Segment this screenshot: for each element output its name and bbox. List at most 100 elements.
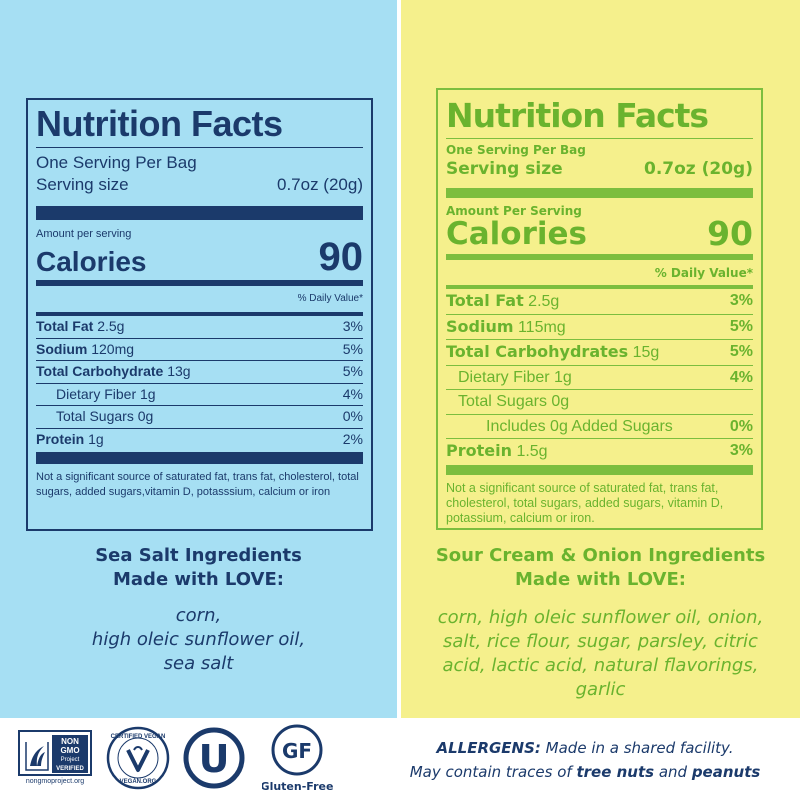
ingredients-line: salt, rice flour, sugar, parsley, citric (443, 631, 758, 652)
nutrient-row: Total Fat 2.5g 3% (446, 289, 753, 315)
nutrient-row: Protein 1g 2% (36, 429, 363, 451)
vegan-text: VEGAN.ORG (120, 779, 157, 785)
allergen-nut: peanuts (691, 763, 761, 781)
nutrient-label: Total Sugars 0g (458, 393, 570, 410)
calories-row: Calories 90 (446, 214, 753, 253)
divider-medium (446, 254, 753, 260)
divider-thick (36, 452, 363, 464)
kosher-letter: U (199, 737, 230, 781)
nutrient-amount: 115mg (517, 318, 566, 336)
nutrient-amount: 1.5g (516, 443, 548, 460)
serving-size-value: 0.7oz (20g) (644, 159, 753, 179)
nutrient-pct: 4% (729, 368, 753, 386)
nutrition-title: Nutrition Facts (446, 96, 709, 135)
ingredients-line: acid, lactic acid, natural flavorings, (442, 655, 759, 676)
nutrient-pct: 5% (342, 363, 363, 379)
nutrient-amount: 13g (167, 363, 191, 379)
divider-thick (446, 188, 753, 198)
nongmo-url: nongmoproject.org (26, 778, 84, 785)
nutrient-row: Total Sugars 0g 0% (36, 406, 363, 429)
nutrient-pct: 4% (342, 385, 363, 402)
nutrient-pct: 5% (729, 343, 753, 360)
gf-letters: GF (282, 739, 312, 763)
nutrient-label: Sodium (446, 316, 514, 336)
nutrient-row: Dietary Fiber 1g 4% (446, 366, 753, 390)
nutrient-pct: 5% (342, 340, 363, 357)
nutrient-row: Total Carbohydrates 15g 5% (446, 340, 753, 366)
servings-per-container: One Serving Per Bag (36, 153, 197, 172)
nutrient-pct: 0% (729, 417, 753, 435)
nutrient-label: Protein (36, 430, 85, 447)
serving-size-row: Serving size 0.7oz (20g) (36, 174, 363, 196)
nutrient-label: Total Fat (36, 318, 94, 334)
sour-cream-ingredients-heading: Sour Cream & Onion Ingredients Made with… (401, 544, 800, 592)
nongmo-text: VERIFIED (56, 766, 84, 772)
nutrient-pct: 3% (729, 292, 753, 309)
sea-salt-ingredients-heading: Sea Salt Ingredients Made with LOVE: (0, 544, 397, 592)
nutrient-pct: 3% (729, 442, 753, 459)
nutrient-amount: 2.5g (97, 318, 125, 334)
nutrient-label: Sodium (36, 340, 88, 357)
nutrient-row: Sodium 120mg 5% (36, 339, 363, 361)
allergen-statement: ALLERGENS: Made in a shared facility. Ma… (380, 736, 790, 784)
ingredients-heading-line: Sour Cream & Onion Ingredients (435, 545, 766, 566)
nutrient-label: Protein (446, 441, 512, 460)
footnote: Not a significant source of saturated fa… (446, 480, 724, 525)
daily-value-header: % Daily Value* (297, 293, 363, 304)
gf-label: Gluten-Free (262, 780, 333, 793)
ingredients-line: corn, high oleic sunflower oil, onion, (437, 607, 764, 628)
nutrient-label: Total Fat (446, 291, 524, 310)
sour-cream-nutrition-label: Nutrition Facts One Serving Per Bag Serv… (436, 88, 763, 530)
gluten-free-icon: GF Gluten-Free (262, 724, 333, 793)
sour-cream-ingredients-list: corn, high oleic sunflower oil, onion, s… (416, 606, 785, 702)
divider (36, 147, 363, 148)
calories-row: Calories 90 (36, 236, 363, 278)
sea-salt-panel (0, 0, 397, 718)
nongmo-text: Project (61, 757, 80, 763)
nutrient-amount: 2.5g (528, 293, 560, 310)
allergen-text: and (654, 763, 692, 781)
divider-medium (446, 285, 753, 289)
serving-size-value: 0.7oz (20g) (277, 175, 363, 194)
calories-label: Calories (36, 246, 147, 277)
nutrient-row: Total Sugars 0g (446, 390, 753, 415)
divider (446, 138, 753, 139)
allergen-line: ALLERGENS: Made in a shared facility. (380, 736, 790, 760)
nutrient-amount: 15g (632, 344, 660, 361)
nutrient-label: Dietary Fiber 1g (458, 368, 572, 386)
nutrient-label: Total Carbohydrates (446, 342, 629, 361)
serving-size-row: Serving size 0.7oz (20g) (446, 158, 753, 180)
kosher-ou-icon: U (183, 727, 245, 789)
ingredients-line: high oleic sunflower oil, (91, 629, 306, 650)
daily-value-header: % Daily Value* (654, 266, 753, 280)
sour-cream-panel (401, 0, 800, 718)
ingredients-line: garlic (575, 679, 626, 700)
nutrient-row: Protein 1.5g 3% (446, 439, 753, 464)
nutrient-pct: 2% (342, 430, 363, 447)
ingredients-heading-line: Sea Salt Ingredients (95, 545, 302, 566)
divider-thick (446, 464, 753, 475)
nutrient-amount: 120mg (91, 340, 135, 357)
nutrient-label: Includes 0g Added Sugars (486, 417, 673, 435)
nongmo-text: NON (61, 737, 79, 746)
divider-thick (36, 206, 363, 220)
allergen-nut: tree nuts (576, 763, 655, 781)
certified-vegan-icon: CERTIFIED VEGAN VEGAN.ORG (106, 726, 170, 790)
ingredients-heading-line: Made with LOVE: (515, 569, 686, 590)
vegan-text: CERTIFIED VEGAN (111, 734, 166, 740)
divider-medium (36, 312, 363, 316)
nutrient-label: Dietary Fiber 1g (56, 385, 156, 402)
nutrient-pct: 0% (342, 408, 363, 424)
nutrient-row: Sodium 115mg 5% (446, 315, 753, 340)
sea-salt-ingredients-list: corn, high oleic sunflower oil, sea salt (20, 604, 377, 676)
nutrient-row: Dietary Fiber 1g 4% (36, 384, 363, 406)
nutrient-label: Total Sugars 0g (56, 408, 154, 424)
ingredients-heading-line: Made with LOVE: (113, 569, 284, 590)
non-gmo-verified-icon: NON GMO Project VERIFIED nongmoproject.o… (18, 730, 92, 785)
nutrient-row: Total Carbohydrate 13g 5% (36, 361, 363, 384)
allergen-label: ALLERGENS: (436, 739, 541, 757)
calories-value: 90 (707, 214, 753, 253)
nutrient-row: Includes 0g Added Sugars 0% (446, 415, 753, 439)
serving-size-label: Serving size (446, 159, 563, 179)
nutrient-amount: 1g (88, 430, 104, 447)
